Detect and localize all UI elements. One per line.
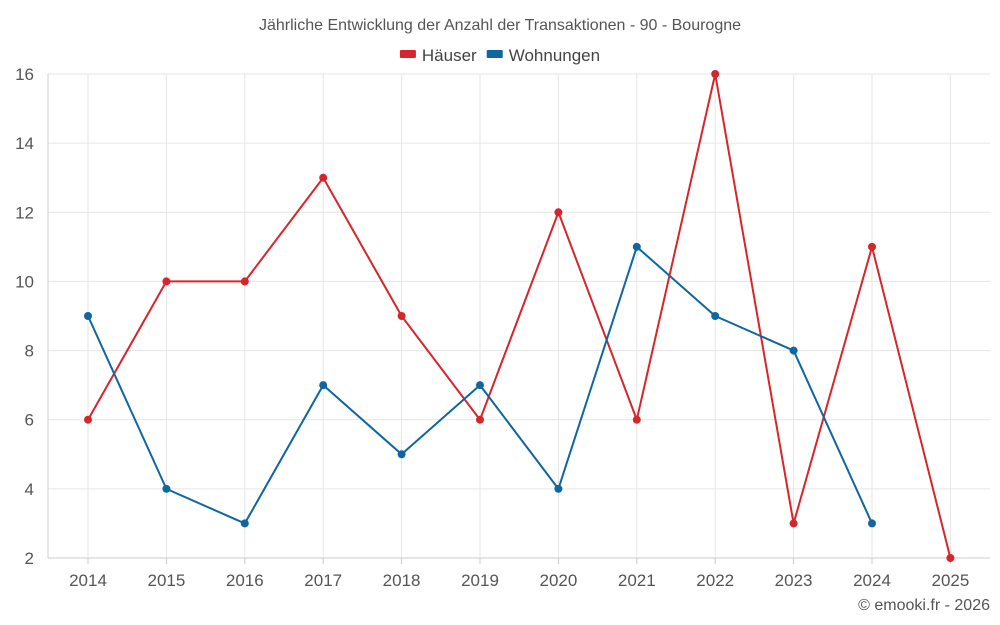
data-point-wohnungen — [319, 381, 328, 390]
x-tick-label: 2019 — [461, 571, 499, 590]
legend-swatch-haeuser — [399, 50, 416, 58]
x-tick-label: 2015 — [147, 571, 185, 590]
data-point-haeuser — [319, 173, 328, 182]
y-tick-label: 2 — [25, 549, 34, 568]
x-tick-label: 2014 — [69, 571, 107, 590]
data-point-wohnungen — [397, 450, 406, 459]
data-point-wohnungen — [476, 381, 484, 390]
data-point-haeuser — [240, 277, 249, 286]
data-point-haeuser — [162, 277, 171, 286]
x-tick-label: 2023 — [775, 571, 813, 590]
y-tick-label: 4 — [25, 480, 34, 499]
x-tick-label: 2016 — [226, 571, 264, 590]
series — [84, 70, 955, 562]
x-tick-label: 2021 — [618, 571, 656, 590]
legend: Häuser Wohnungen — [399, 46, 600, 65]
credit-text: © emooki.fr - 2026 — [858, 597, 990, 614]
legend-label-haeuser: Häuser — [422, 46, 477, 65]
data-point-haeuser — [711, 70, 720, 78]
data-point-wohnungen — [711, 312, 720, 320]
series-line-haeuser — [87, 73, 952, 559]
legend-label-wohnungen: Wohnungen — [509, 46, 600, 65]
data-point-wohnungen — [868, 519, 876, 528]
data-point-haeuser — [789, 519, 798, 528]
x-tick-label: 2020 — [539, 571, 577, 590]
axes: 2 4 6 8 10 12 14 16 2014 2015 2016 2017 2018 2019 2020… — [15, 65, 990, 590]
y-tick-label: 14 — [15, 134, 34, 153]
x-tick-label: 2022 — [696, 571, 734, 590]
data-point-wohnungen — [162, 484, 171, 493]
data-point-haeuser — [476, 415, 484, 424]
data-point-haeuser — [554, 208, 563, 217]
data-point-wohnungen — [789, 346, 798, 355]
data-point-wohnungen — [632, 242, 641, 251]
legend-swatch-wohnungen — [486, 50, 503, 58]
x-tick-label: 2024 — [853, 571, 891, 590]
chart-title: Jährliche Entwicklung der Anzahl der Tra… — [259, 17, 741, 34]
y-tick-label: 10 — [15, 272, 34, 291]
data-point-haeuser — [946, 554, 955, 562]
data-point-haeuser — [868, 242, 876, 251]
data-point-wohnungen — [84, 312, 92, 320]
data-point-haeuser — [84, 415, 92, 424]
x-tick-label: 2017 — [304, 571, 342, 590]
y-tick-label: 6 — [25, 411, 34, 430]
y-tick-label: 8 — [25, 342, 34, 361]
x-tick-label: 2018 — [383, 571, 421, 590]
data-point-wohnungen — [240, 519, 249, 528]
data-point-haeuser — [397, 312, 406, 320]
data-point-wohnungen — [554, 484, 563, 493]
x-tick-label: 2025 — [931, 571, 969, 590]
y-tick-label: 12 — [15, 203, 34, 222]
y-tick-label: 16 — [15, 65, 34, 84]
data-point-haeuser — [632, 415, 641, 424]
